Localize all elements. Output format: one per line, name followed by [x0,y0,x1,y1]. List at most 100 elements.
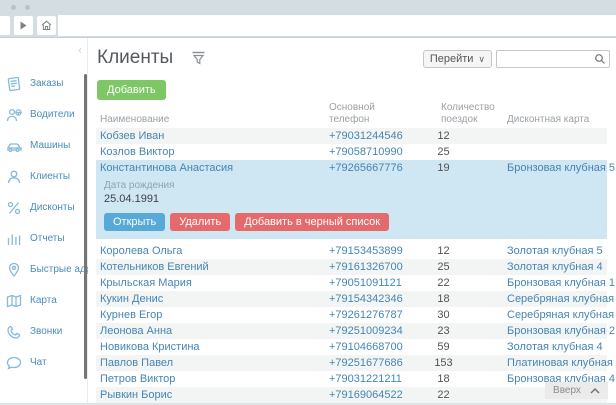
table-row[interactable]: Котельников Евгений +79161326700 25 Золо… [96,259,607,275]
sidebar-item-addresses[interactable]: Быстрые адреса [0,254,108,285]
clients-table: Наименование Основной телефон Количество… [96,100,616,405]
table-body: Кобзев Иван +79031244546 12 Козлов Викто… [96,128,616,405]
table-row[interactable]: Петров Виктор +79031221211 18 Бронзовая … [96,371,615,387]
client-trips: 59 [437,341,450,353]
client-phone: +79104668700 [329,341,403,353]
client-card: Золотая клубная 5 [507,245,603,257]
browser-chrome [0,0,616,38]
table-row[interactable]: Крыльская Мария +79051091121 22 Бронзова… [96,275,615,291]
add-button[interactable]: Добавить [97,80,166,100]
sidebar-item-label: Чат [30,357,47,368]
table-row[interactable]: Королева Ольга +79153453899 12 Золотая к… [96,243,607,259]
client-name: Кобзев Иван [100,130,165,142]
client-name: Константинова Анастасия [100,162,234,174]
sidebar-item-discounts[interactable]: Дисконты [0,192,87,223]
client-card: Серебряная клубная 4 [507,309,616,321]
table-row[interactable]: Кобзев Иван +79031244546 12 [96,128,607,144]
forward-button[interactable] [14,16,33,35]
search-icon[interactable] [594,53,606,65]
birth-date-label: Дата рождения [104,180,175,191]
table-row[interactable]: Леонова Анна +79251009234 23 Бронзовая к… [96,323,615,339]
filter-icon[interactable] [191,51,206,65]
table-row[interactable]: Курнев Егор +79261276787 30 Серебряная к… [96,307,616,323]
table-row[interactable]: Павлов Павел +79251677686 153 Платиновая… [96,355,616,371]
sidebar-item-drivers[interactable]: Водители [0,99,87,130]
client-name: Кукин Денис [100,293,164,305]
delete-button[interactable]: Удалить [170,213,231,231]
client-trips: 25 [437,146,450,158]
client-name: Рывкин Борис [100,389,173,401]
sidebar-item-calls[interactable]: Звонки [0,316,87,347]
url-bar[interactable] [58,15,616,36]
client-phone: +79051091121 [329,277,402,289]
client-phone: +79058710990 [329,146,403,158]
client-phone: +79153453899 [329,245,403,257]
sidebar-item-label: Звонки [30,326,63,337]
sidebar: ‹ Заказы Водители [0,38,108,405]
column-header-card: Дисконтная карта [507,113,590,125]
orders-icon [4,74,24,94]
sidebar-item-orders[interactable]: Заказы [0,68,87,99]
forward-icon [19,21,28,30]
column-header-phone: Основной телефон [329,102,375,125]
go-dropdown[interactable]: Перейти ∨ [422,50,492,68]
sidebar-item-label: Быстрые адреса [30,264,108,275]
search-box [496,50,610,69]
client-name: Леонова Анна [100,325,173,337]
sidebar-item-reports[interactable]: Отчеты [0,223,87,254]
client-card: Бронзовая клубная 5 [507,162,616,174]
client-card: Бронзовая клубная 1 [507,277,616,289]
addresses-icon [4,260,24,280]
client-phone: +79251677686 [329,357,403,369]
window-dot [11,5,16,10]
client-trips: 23 [437,325,450,337]
reports-icon [4,229,24,249]
scroll-to-top-button[interactable]: Вверх [545,382,608,399]
sidebar-menu: Заказы Водители Машины [0,38,108,378]
table-row[interactable]: Константинова Анастасия +79265667776 19 … [96,160,615,176]
open-button[interactable]: Открыть [104,213,166,231]
clients-icon [4,167,24,187]
chat-icon [4,353,24,373]
sidebar-scrollbar[interactable] [84,74,87,379]
main-content: Клиенты Перейти ∨ Добавить [88,38,616,405]
client-phone: +79161326700 [329,261,403,273]
table-row[interactable]: Новикова Кристина +79104668700 59 Золота… [96,339,607,355]
client-trips: 25 [437,261,450,273]
table-row[interactable]: Козлов Виктор +79058710990 25 [96,144,607,160]
client-name: Козлов Виктор [100,146,175,158]
discounts-icon [4,198,24,218]
sidebar-item-map[interactable]: Карта [0,285,87,316]
sidebar-item-label: Дисконты [30,202,75,213]
table-header: Наименование Основной телефон Количество… [96,100,607,128]
scroll-to-top-label: Вверх [553,385,581,396]
sidebar-item-label: Карта [30,295,57,306]
search-input[interactable] [497,53,609,69]
column-header-name: Наименование [100,113,170,125]
client-name: Новикова Кристина [100,341,200,353]
sidebar-collapse-chevron[interactable]: ‹ [78,43,82,57]
client-trips: 18 [437,373,450,385]
table-row[interactable]: Кукин Денис +79154342346 18 Серебряная к… [96,291,616,307]
table-row[interactable]: Рывкин Борис +79169064522 22 [96,387,607,403]
back-button[interactable] [0,16,10,35]
sidebar-item-label: Отчеты [30,233,65,244]
window-dot [25,5,30,10]
detail-actions: Открыть Удалить Добавить в черный список [104,213,607,231]
sidebar-item-label: Водители [30,109,75,120]
sidebar-item-chat[interactable]: Чат [0,347,87,378]
client-trips: 12 [437,130,450,142]
client-trips: 12 [437,245,450,257]
client-detail-panel: Дата рождения 25.04.1991 Открыть Удалить… [96,176,607,239]
app-window: ‹ Заказы Водители [0,38,616,405]
chevron-up-icon [590,387,600,393]
sidebar-item-clients[interactable]: Клиенты [0,161,87,192]
client-name: Королева Ольга [100,245,183,257]
client-name: Крыльская Мария [100,277,192,289]
column-header-trips: Количество поездок [441,102,495,125]
client-trips: 30 [437,309,450,321]
home-button[interactable] [37,16,56,35]
blacklist-button[interactable]: Добавить в черный список [235,213,390,231]
client-trips: 22 [437,277,450,289]
sidebar-item-cars[interactable]: Машины [0,130,87,161]
